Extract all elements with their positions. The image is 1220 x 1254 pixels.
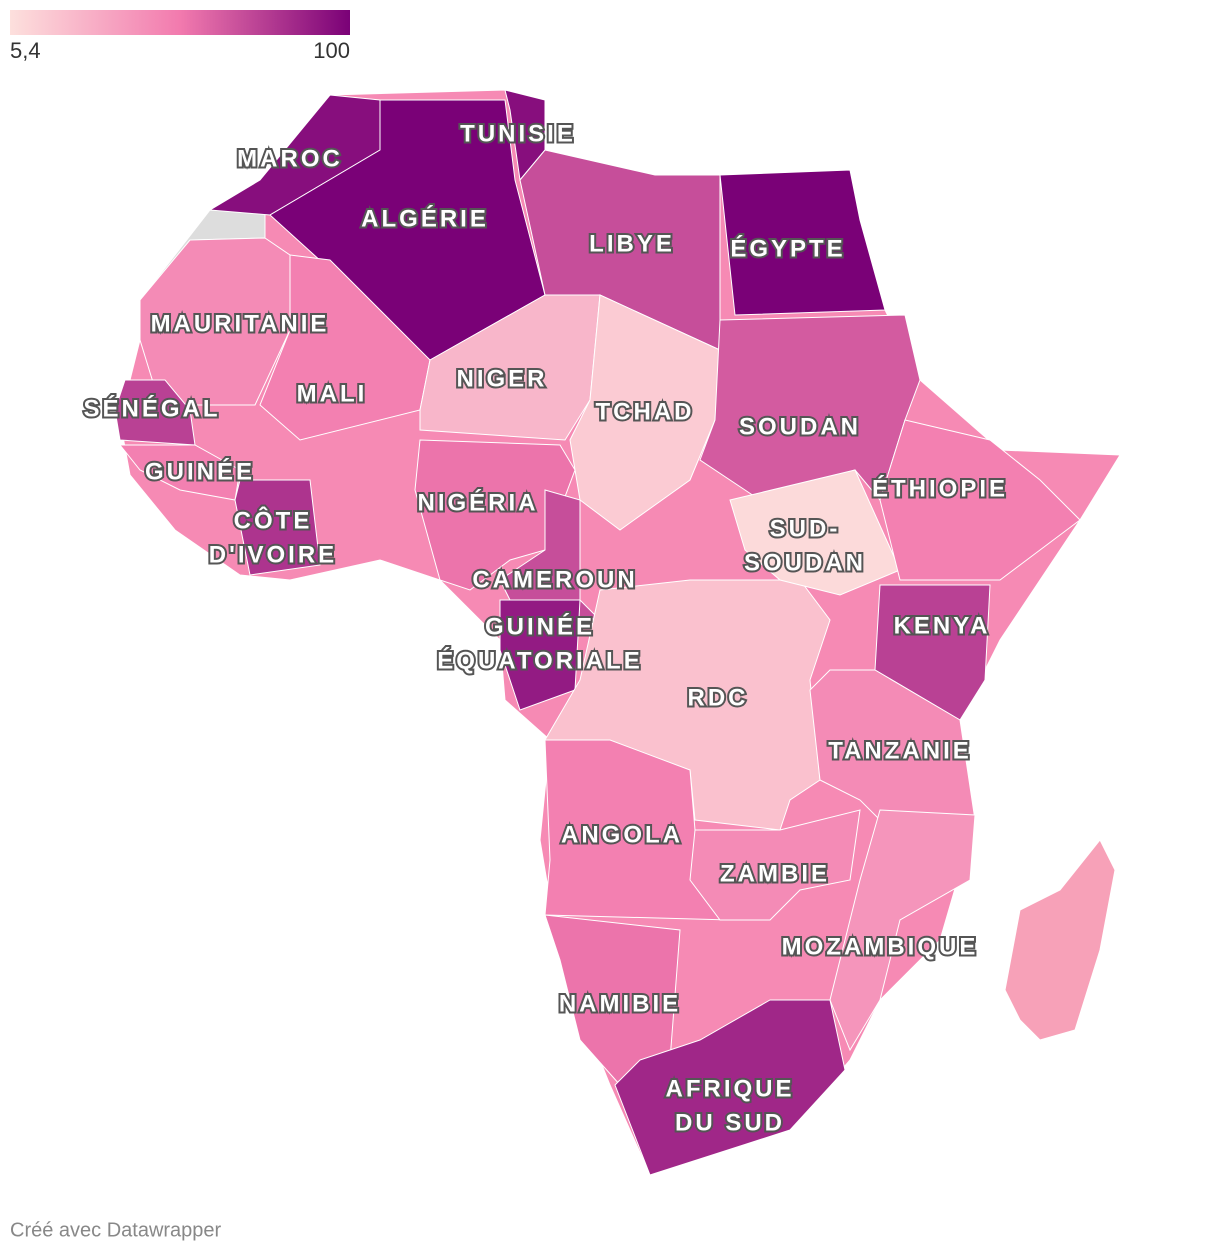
country-label: TCHAD	[596, 398, 695, 425]
country-label: TANZANIE	[828, 737, 972, 764]
country-label: SOUDAN	[739, 413, 861, 440]
country-label: SUD-	[770, 515, 841, 542]
country-label: NAMIBIE	[559, 990, 681, 1017]
country-label: TUNISIE	[460, 120, 576, 147]
country	[234, 479, 321, 576]
countries	[114, 89, 1081, 1176]
country-label: CAMEROUN	[472, 566, 637, 593]
country-label: ÉQUATORIALE	[437, 646, 642, 674]
country	[139, 237, 291, 406]
country	[689, 809, 861, 921]
country-label: ALGÉRIE	[361, 204, 489, 232]
country-label: DU SUD	[675, 1109, 785, 1136]
country-label: CÔTE	[234, 506, 313, 534]
country	[414, 439, 576, 591]
country	[259, 254, 431, 441]
madagascar	[1004, 839, 1116, 1041]
legend-tick-label: 5,4	[10, 38, 41, 63]
country-label: GUINÉE	[485, 612, 595, 640]
legend-bar	[10, 10, 350, 35]
country-label: KENYA	[894, 612, 991, 639]
country-label: MAROC	[237, 145, 343, 172]
country-label: MOZAMBIQUE	[782, 933, 979, 960]
country	[729, 469, 901, 596]
country-label: SOUDAN	[744, 549, 866, 576]
country	[879, 419, 1081, 581]
country	[419, 294, 601, 441]
country-label: ZAMBIE	[720, 860, 830, 887]
country-label: SÉNÉGAL	[83, 394, 220, 422]
credit: Créé avec Datawrapper	[10, 1219, 222, 1241]
country-label: NIGÉRIA	[417, 488, 538, 516]
country-label: NIGER	[456, 365, 547, 392]
country-label: ÉTHIOPIE	[872, 474, 1008, 502]
country-label: GUINÉE	[145, 457, 255, 485]
country-label: MAURITANIE	[151, 310, 330, 337]
country-label: RDC	[688, 684, 749, 711]
country	[874, 584, 991, 721]
country-label: AFRIQUE	[666, 1075, 795, 1102]
labels: MAROC ALGÉRIE TUNISIE LIBYE ÉGYPTE MAURITANIE…	[81, 118, 1008, 1138]
country-label: D'IVOIRE	[209, 541, 337, 568]
country	[829, 809, 976, 1052]
country	[614, 999, 846, 1176]
country-label: MALI	[297, 380, 368, 407]
legend-tick-label: 100	[313, 38, 350, 63]
country-label: ÉGYPTE	[730, 234, 845, 262]
country-label: ANGOLA	[561, 821, 683, 848]
country-label: LIBYE	[589, 230, 675, 257]
country	[499, 599, 581, 711]
country	[719, 169, 886, 316]
country	[699, 314, 921, 502]
